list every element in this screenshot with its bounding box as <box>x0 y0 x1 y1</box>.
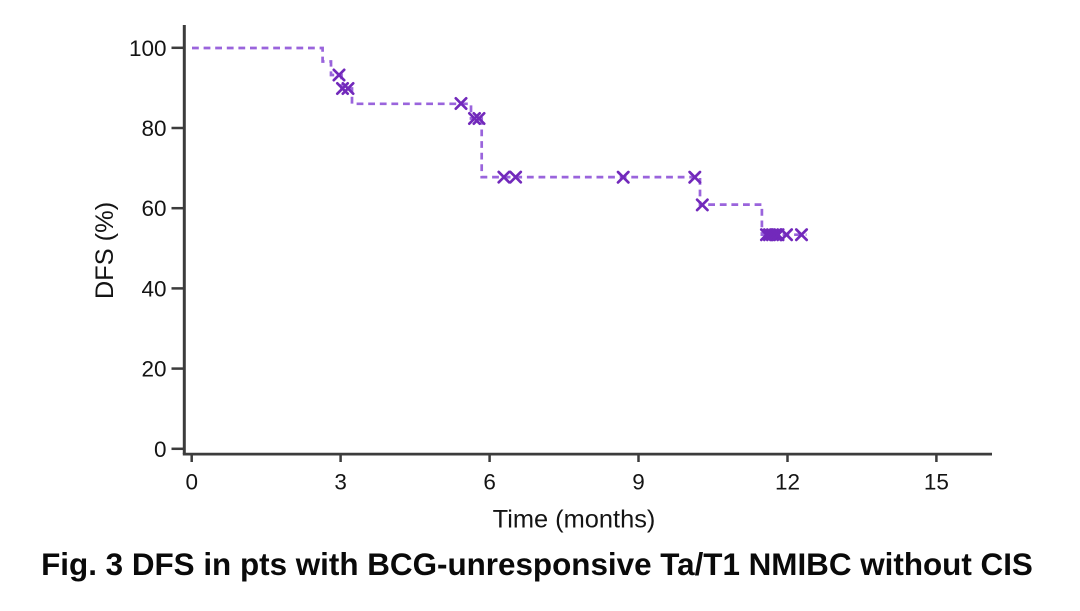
svg-text:Time (months): Time (months) <box>493 506 656 534</box>
svg-text:15: 15 <box>924 470 949 495</box>
svg-text:0: 0 <box>185 470 198 495</box>
svg-text:DFS (%): DFS (%) <box>91 202 119 299</box>
svg-text:100: 100 <box>129 36 167 61</box>
svg-text:0: 0 <box>154 437 167 462</box>
svg-text:6: 6 <box>483 470 496 495</box>
svg-text:9: 9 <box>632 470 645 495</box>
svg-text:60: 60 <box>141 196 166 221</box>
svg-text:12: 12 <box>775 470 800 495</box>
svg-text:40: 40 <box>141 276 166 301</box>
svg-text:80: 80 <box>141 116 166 141</box>
svg-text:Fig. 3 DFS in pts with BCG-unr: Fig. 3 DFS in pts with BCG-unresponsive … <box>41 547 1033 582</box>
svg-text:20: 20 <box>141 357 166 382</box>
svg-text:3: 3 <box>334 470 347 495</box>
